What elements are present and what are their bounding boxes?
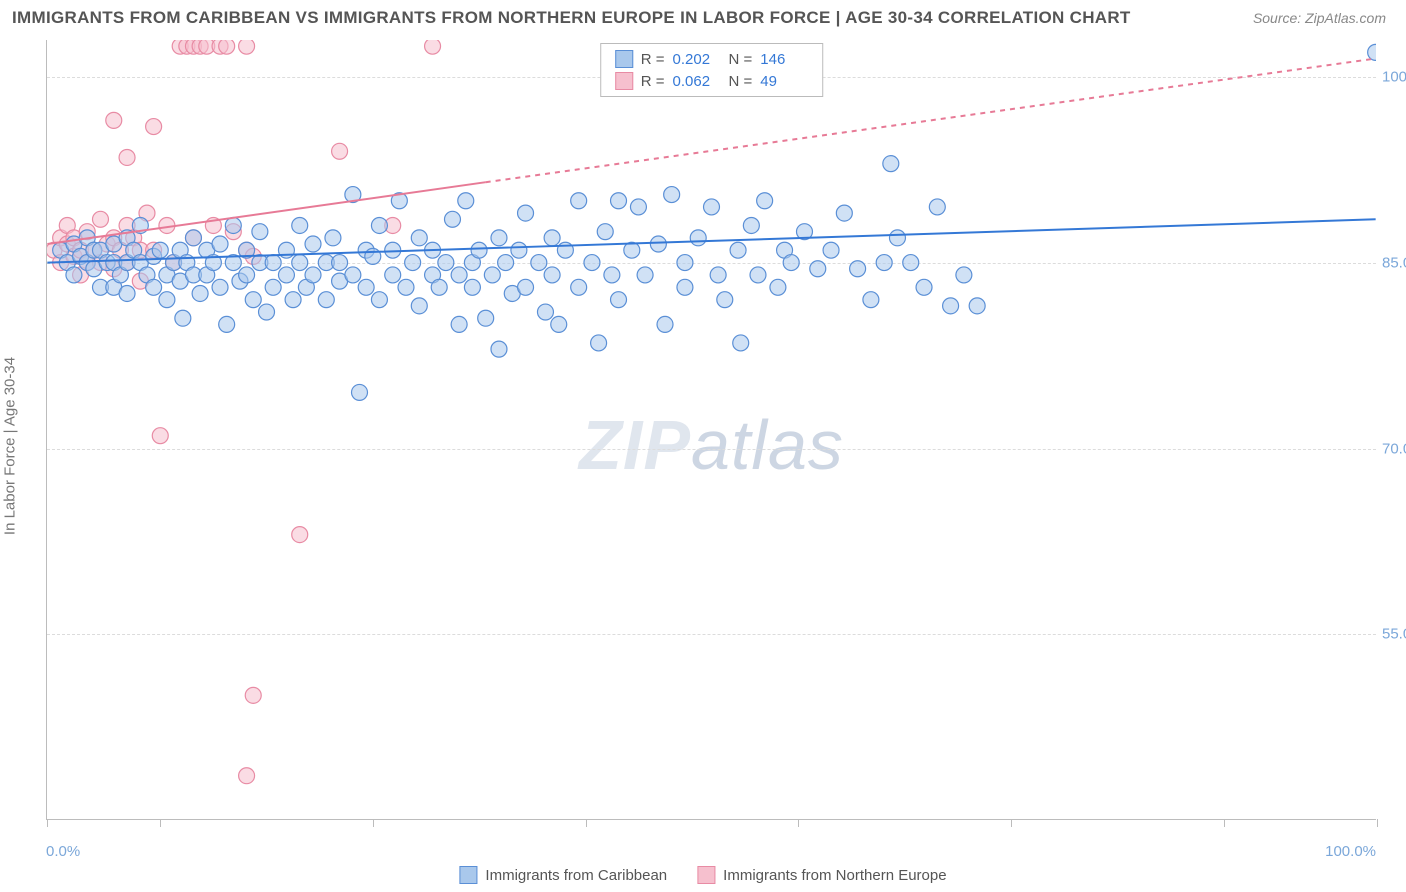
x-tick [1011,819,1012,827]
legend-stats-row-2: R = 0.062 N = 49 [615,70,809,92]
r-value-2: 0.062 [673,73,721,90]
legend-item-2: Immigrants from Northern Europe [697,866,946,884]
n-label-2: N = [729,73,753,90]
chart-title: IMMIGRANTS FROM CARIBBEAN VS IMMIGRANTS … [12,8,1131,28]
swatch-series-2b [697,866,715,884]
x-tick [586,819,587,827]
y-axis-label: In Labor Force | Age 30-34 [2,357,19,535]
x-axis-max-label: 100.0% [1325,843,1376,860]
source-attribution: Source: ZipAtlas.com [1253,10,1386,26]
y-tick-label: 85.0% [1382,254,1406,271]
n-label-1: N = [729,51,753,68]
x-tick [1224,819,1225,827]
plot-svg [47,40,1376,819]
swatch-series-1 [615,50,633,68]
chart-plot-area: ZIPatlas R = 0.202 N = 146 R = 0.062 N =… [46,40,1376,820]
swatch-series-1b [459,866,477,884]
r-label-1: R = [641,51,665,68]
x-tick [47,819,48,827]
legend-stats-box: R = 0.202 N = 146 R = 0.062 N = 49 [600,43,824,97]
x-tick [798,819,799,827]
legend-label-2: Immigrants from Northern Europe [723,867,946,884]
r-label-2: R = [641,73,665,90]
y-tick-label: 100.0% [1382,69,1406,86]
legend-label-1: Immigrants from Caribbean [485,867,667,884]
r-value-1: 0.202 [673,51,721,68]
legend-bottom: Immigrants from Caribbean Immigrants fro… [459,866,946,884]
legend-stats-row-1: R = 0.202 N = 146 [615,48,809,70]
y-tick-label: 55.0% [1382,626,1406,643]
x-axis-min-label: 0.0% [46,843,80,860]
x-tick [1377,819,1378,827]
legend-item-1: Immigrants from Caribbean [459,866,667,884]
x-tick [160,819,161,827]
x-tick [373,819,374,827]
swatch-series-2 [615,72,633,90]
n-value-2: 49 [760,73,800,90]
n-value-1: 146 [760,51,808,68]
y-tick-label: 70.0% [1382,440,1406,457]
